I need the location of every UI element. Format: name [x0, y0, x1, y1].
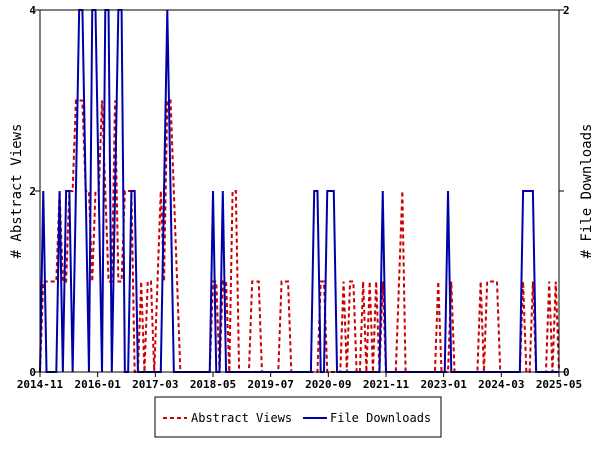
- y-left-tick-label: 4: [29, 4, 36, 17]
- x-tick-label: 2014-11: [17, 378, 64, 391]
- y-axis-right-title: # File Downloads: [579, 124, 595, 259]
- x-axis: 2014-11 2016-01 2017-03 2018-05 2019-07 2020-…: [17, 372, 582, 391]
- legend-label-abstract-views: Abstract Views: [191, 411, 292, 425]
- y-left-tick-label: 2: [29, 185, 36, 198]
- y-axis-right: 02: [559, 4, 570, 379]
- y-axis-left-title: # Abstract Views: [9, 124, 25, 259]
- x-tick-label: 2019-07: [247, 378, 293, 391]
- y-right-tick-label: 0: [563, 366, 570, 379]
- x-tick-label: 2024-03: [478, 378, 524, 391]
- y-right-tick-label: 2: [563, 4, 570, 17]
- legend-label-file-downloads: File Downloads: [330, 411, 431, 425]
- y-axis-left: 0 2 4: [29, 4, 40, 379]
- x-tick-label: 2020-09: [305, 378, 351, 391]
- legend-box: [154, 396, 442, 438]
- x-tick-label: 2025-05: [536, 378, 582, 391]
- x-tick-label: 2023-01: [420, 378, 467, 391]
- x-tick-label: 2017-03: [132, 378, 178, 391]
- x-tick-label: 2021-11: [363, 378, 410, 391]
- x-tick-label: 2016-01: [74, 378, 121, 391]
- y-left-tick-label: 0: [29, 366, 36, 379]
- legend: Abstract Views File Downloads: [154, 396, 442, 438]
- x-tick-label: 2018-05: [190, 378, 236, 391]
